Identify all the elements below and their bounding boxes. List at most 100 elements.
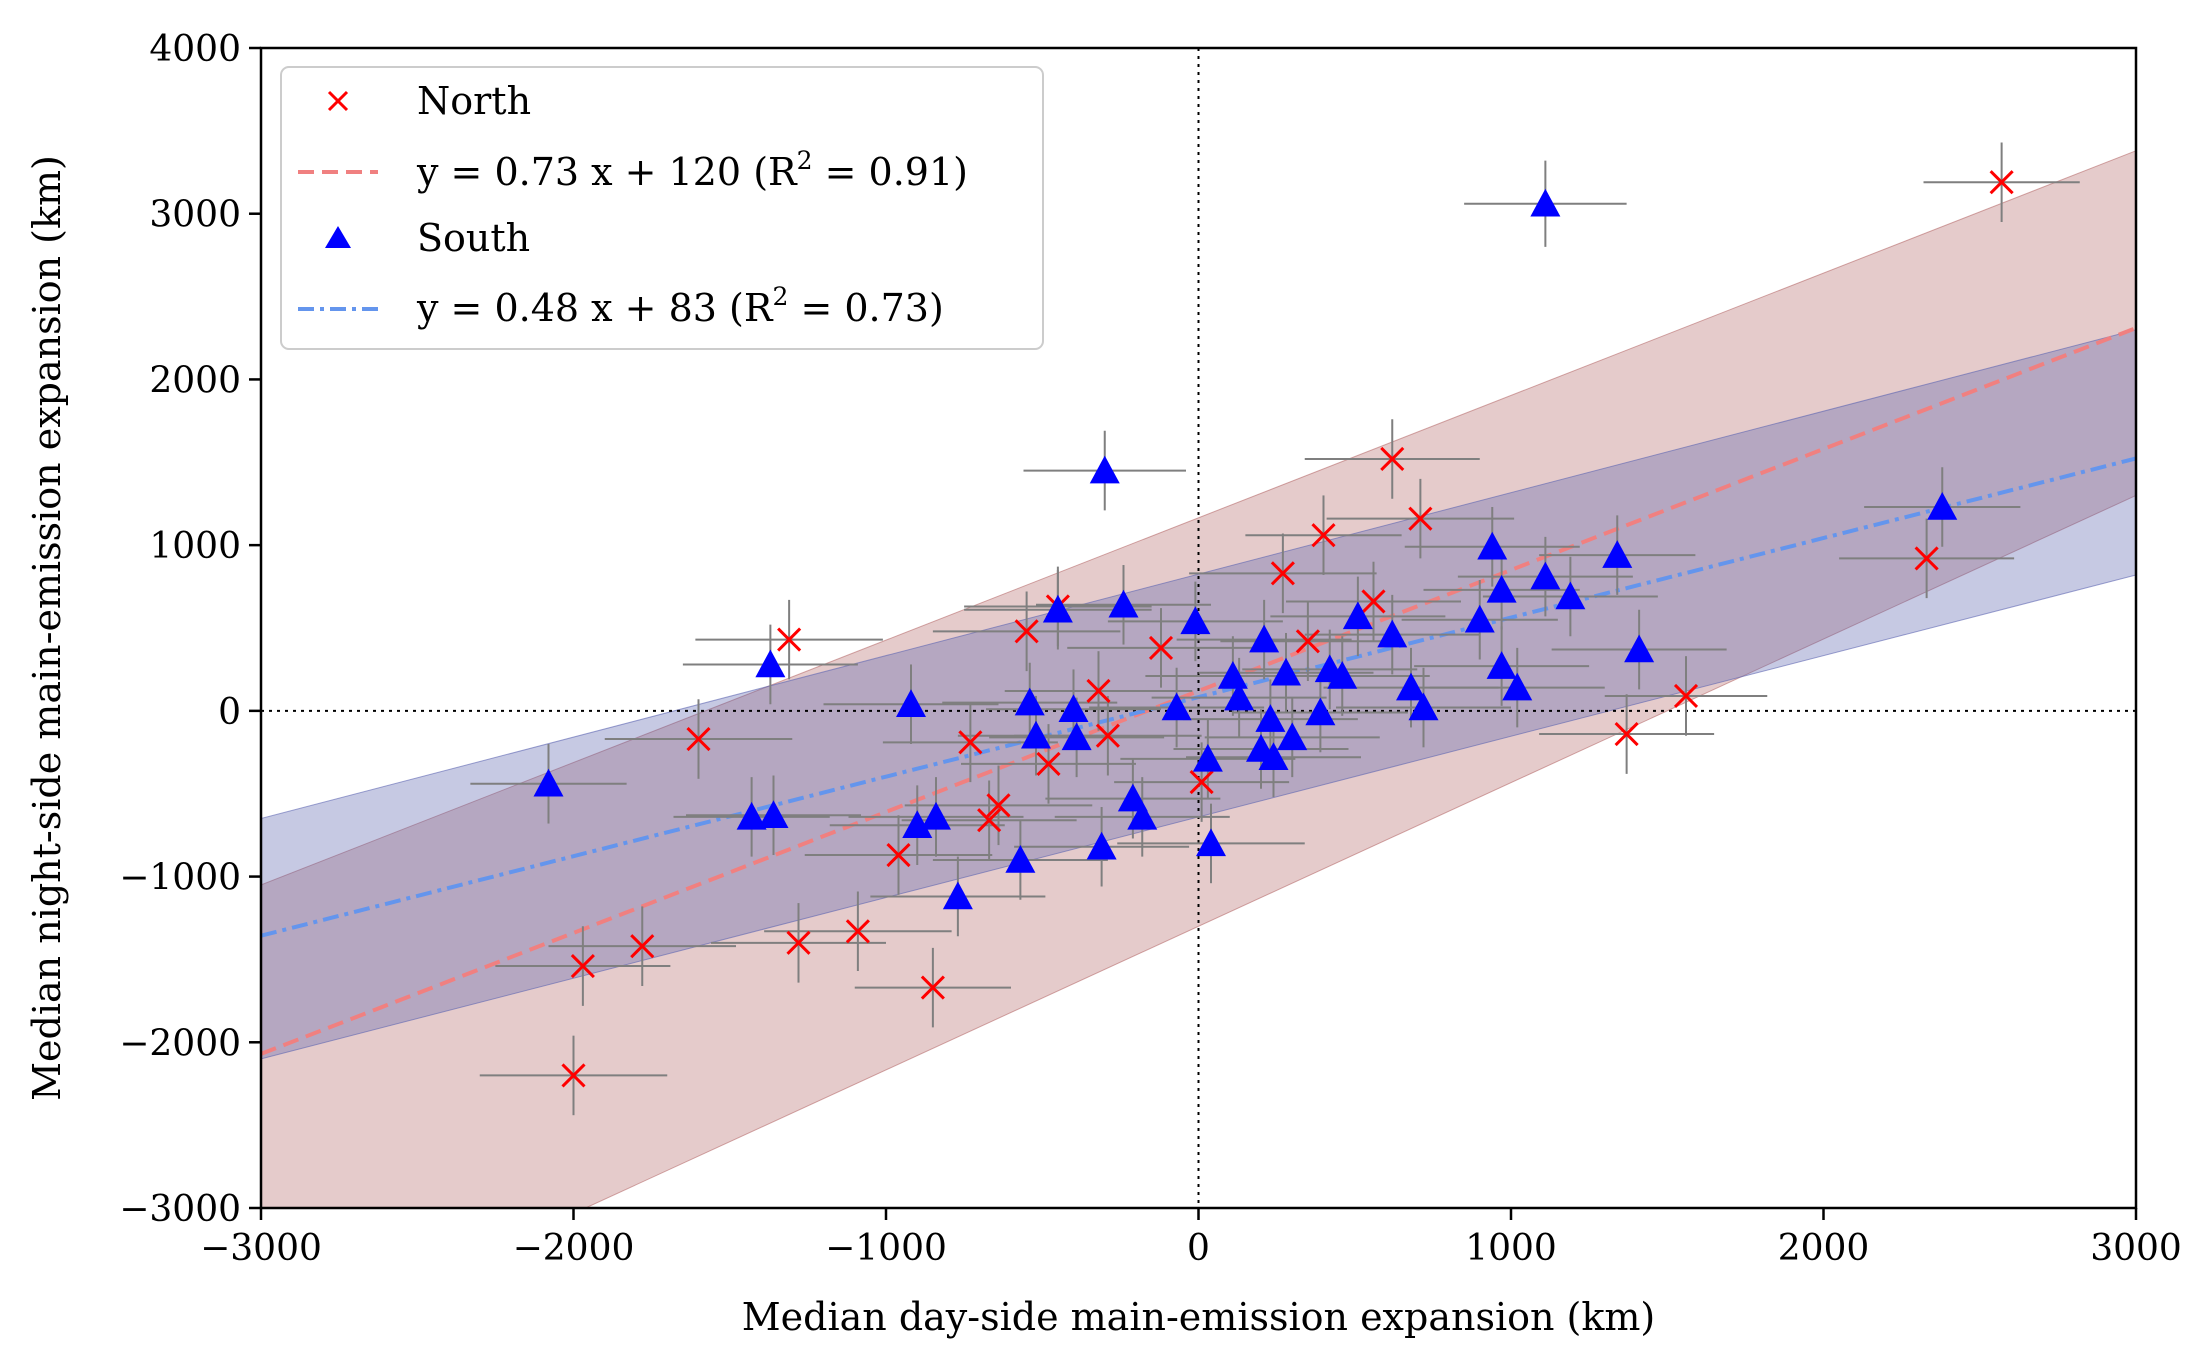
- north-data-point: [1086, 678, 1111, 704]
- south-data-point: [1277, 722, 1308, 751]
- south-data-point: [1108, 589, 1139, 618]
- north-data-point: [958, 730, 983, 755]
- south-data-point: [755, 649, 786, 678]
- north-data-point: [1989, 170, 2014, 195]
- north-data-point: [570, 953, 595, 979]
- north-data-point: [777, 627, 802, 652]
- y-tick-label: 1000: [149, 526, 241, 567]
- south-data-point: [1327, 661, 1358, 689]
- north-data-point: [1673, 683, 1699, 709]
- south-data-point: [1196, 828, 1226, 857]
- y-tick-label: −1000: [119, 858, 241, 899]
- north-data-point: [561, 1063, 586, 1088]
- south-data-point: [1192, 743, 1223, 772]
- south-data-point: [1061, 722, 1092, 751]
- north-data-point: [920, 975, 945, 1000]
- south-data-point: [1530, 561, 1561, 590]
- south-data-point: [736, 801, 767, 830]
- north-data-point: [1311, 523, 1336, 548]
- legend-label-south: South: [417, 216, 530, 260]
- south-data-point: [1005, 845, 1036, 873]
- south-data-point: [1486, 574, 1517, 603]
- legend: North y = 0.73 x + 120 (R2 = 0.91) South…: [280, 66, 1044, 350]
- south-data-point: [1555, 581, 1586, 610]
- south-data-point: [1377, 619, 1408, 648]
- south-data-point: [1086, 831, 1117, 860]
- south-data-point: [896, 689, 926, 717]
- north-data-point: [1036, 751, 1061, 776]
- x-tick-label: 3000: [2090, 1228, 2182, 1269]
- north-data-point: [977, 808, 1002, 833]
- legend-entry-north-fit: y = 0.73 x + 120 (R2 = 0.91): [298, 146, 968, 194]
- y-axis-label: Median night-side main-emission expansio…: [25, 155, 69, 1101]
- data-markers: [533, 170, 2014, 1088]
- south-data-point: [1502, 672, 1533, 701]
- south-data-point: [1927, 492, 1958, 520]
- south-data-point: [1217, 661, 1248, 689]
- legend-label-north: North: [417, 79, 531, 123]
- legend-label-north-fit: y = 0.73 x + 120 (R2 = 0.91): [416, 146, 968, 194]
- south-data-point: [533, 768, 564, 797]
- south-data-point: [1271, 657, 1301, 686]
- south-data-point: [1249, 624, 1280, 653]
- south-data-point: [1396, 672, 1426, 701]
- legend-entry-south-fit: y = 0.48 x + 83 (R2 = 0.73): [298, 282, 944, 330]
- south-data-point: [1464, 604, 1495, 633]
- y-tick-label: −3000: [119, 1189, 241, 1230]
- y-tick-label: −2000: [119, 1023, 241, 1064]
- legend-entry-north: North: [327, 79, 531, 123]
- south-data-point: [1477, 531, 1508, 560]
- x-tick-label: −2000: [513, 1228, 635, 1269]
- south-confidence-band: [261, 329, 2136, 1060]
- north-data-point: [1295, 629, 1320, 654]
- x-tick-label: −1000: [825, 1228, 947, 1269]
- north-data-point: [886, 842, 911, 868]
- south-data-point: [1014, 687, 1045, 716]
- north-data-point: [845, 919, 870, 944]
- south-data-point: [1342, 601, 1373, 630]
- y-tick-label: 4000: [149, 29, 241, 70]
- north-data-point: [1614, 721, 1639, 747]
- south-data-point: [921, 801, 951, 830]
- north-data-point: [1189, 770, 1214, 795]
- south-data-point: [902, 810, 933, 838]
- x-tick-label: 1000: [1465, 1228, 1557, 1269]
- north-data-point: [1380, 446, 1405, 472]
- x-axis-ticks: −3000 −2000 −1000 0 1000 2000 3000: [200, 1208, 2182, 1269]
- legend-box: [280, 66, 1044, 350]
- north-data-point: [1095, 723, 1120, 748]
- y-tick-label: 3000: [149, 195, 241, 236]
- y-tick-label: 2000: [149, 360, 241, 401]
- x-tick-label: 2000: [1778, 1228, 1870, 1269]
- south-data-point: [1258, 742, 1289, 771]
- south-data-point: [942, 881, 973, 910]
- south-data-point: [1486, 651, 1517, 679]
- x-axis-label: Median day-side main-emission expansion …: [742, 1295, 1656, 1339]
- x-tick-label: −3000: [200, 1228, 322, 1269]
- legend-triangle-marker-icon: [325, 226, 351, 248]
- north-data-point: [1270, 561, 1295, 586]
- north-data-point: [686, 726, 711, 752]
- north-data-point: [1014, 619, 1039, 644]
- south-data-point: [1117, 783, 1148, 812]
- south-data-point: [1161, 692, 1192, 721]
- x-tick-label: 0: [1187, 1228, 1210, 1269]
- north-data-point: [630, 934, 655, 959]
- south-data-point: [1255, 704, 1286, 732]
- south-data-point: [1224, 682, 1255, 711]
- south-data-point: [1089, 455, 1120, 484]
- south-data-point: [758, 800, 789, 829]
- north-data-point: [1361, 589, 1386, 614]
- south-data-point: [1305, 697, 1336, 726]
- north-data-point: [1408, 506, 1433, 531]
- north-data-point: [986, 793, 1011, 818]
- south-data-point: [1180, 606, 1211, 635]
- north-data-point: [1148, 635, 1174, 660]
- south-data-point: [1042, 594, 1073, 623]
- south-data-point: [1058, 694, 1089, 722]
- y-tick-label: 0: [218, 692, 241, 733]
- north-data-point: [1914, 546, 1939, 571]
- south-data-point: [1021, 720, 1051, 749]
- legend-x-marker-icon: [327, 90, 349, 112]
